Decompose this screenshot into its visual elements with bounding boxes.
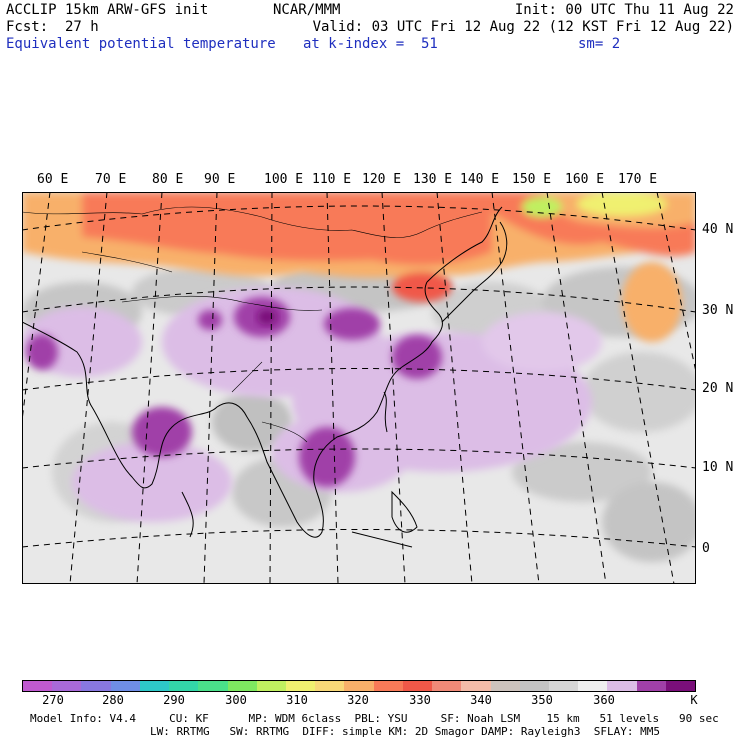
colorbar-swatch [344,681,374,691]
longitude-label: 140 E [460,172,500,187]
field-name: Equivalent potential temperature [6,36,276,52]
colorbar-swatch [461,681,491,691]
longitude-label: 120 E [362,172,402,187]
level-label: at k-index = 51 [303,36,438,52]
latitude-label: 40 N [702,222,734,237]
colorbar-tick-label: 280 [102,693,124,707]
org-label: NCAR/MMM [273,2,341,18]
colorbar-swatch [607,681,637,691]
theta-e-deep-purple-cores [257,309,277,325]
latitude-label: 0 [702,541,710,556]
colorbar-swatch [52,681,82,691]
theta-e-purple-cores [26,297,442,487]
colorbar-swatch [256,681,286,691]
country-borders [22,206,483,443]
latitude-label: 20 N [702,381,734,396]
longitude-label: 150 E [512,172,552,187]
colorbar-swatch [198,681,228,691]
colorbar-swatch [519,681,549,691]
colorbar-swatch [81,681,111,691]
colorbar-tick-label: 290 [163,693,185,707]
longitude-label: 110 E [312,172,352,187]
colorbar-swatch [490,681,520,691]
model-info-line1: Model Info: V4.4 CU: KF MP: WDM 6class P… [30,712,719,725]
model-title: ACCLIP 15km ARW-GFS init [6,2,209,18]
valid-time: Valid: 03 UTC Fri 12 Aug 22 (12 KST Fri … [312,19,734,35]
latitude-label: 30 N [702,303,734,318]
longitude-label: 80 E [152,172,184,187]
colorbar-swatch [548,681,579,691]
colorbar-swatch [285,681,316,691]
init-time: Init: 00 UTC Thu 11 Aug 22 [514,2,734,18]
smoothing-label: sm= 2 [578,36,621,52]
colorbar-tick-label: 270 [42,693,64,707]
colorbar-tick-label: K [690,693,698,707]
theta-e-map [22,192,696,584]
longitude-label: 100 E [264,172,304,187]
map-frame [22,192,696,584]
longitude-label: 70 E [95,172,127,187]
colorbar-swatch [665,681,696,691]
colorbar-swatch [227,681,257,691]
model-info-line2: LW: RRTMG SW: RRTMG DIFF: simple KM: 2D … [150,725,660,738]
theta-e-warm-band [22,192,696,342]
colorbar-swatch [432,681,462,691]
colorbar-tick-label: 360 [593,693,615,707]
colorbar [22,680,696,692]
colorbar-tick-label: 300 [225,693,247,707]
colorbar-swatch [402,681,433,691]
longitude-label: 130 E [413,172,453,187]
colorbar-tick-label: 350 [531,693,553,707]
colorbar-swatch [636,681,666,691]
forecast-hour: Fcst: 27 h [6,19,99,35]
colorbar-swatch [578,681,608,691]
longitude-label: 170 E [618,172,658,187]
coastlines [22,206,508,548]
colorbar-tick-label: 320 [347,693,369,707]
map-gridlines [22,192,696,584]
theta-e-lavender-regions [22,287,602,522]
longitude-label: 60 E [37,172,69,187]
colorbar-tick-label: 340 [470,693,492,707]
colorbar-swatch [373,681,403,691]
longitude-label: 160 E [565,172,605,187]
longitude-label: 90 E [204,172,236,187]
colorbar-swatch [169,681,199,691]
latitude-label: 10 N [702,460,734,475]
colorbar-swatch [315,681,345,691]
colorbar-tick-label: 330 [409,693,431,707]
colorbar-swatch [23,681,53,691]
colorbar-tick-label: 310 [286,693,308,707]
colorbar-swatch [139,681,170,691]
colorbar-swatch [110,681,140,691]
